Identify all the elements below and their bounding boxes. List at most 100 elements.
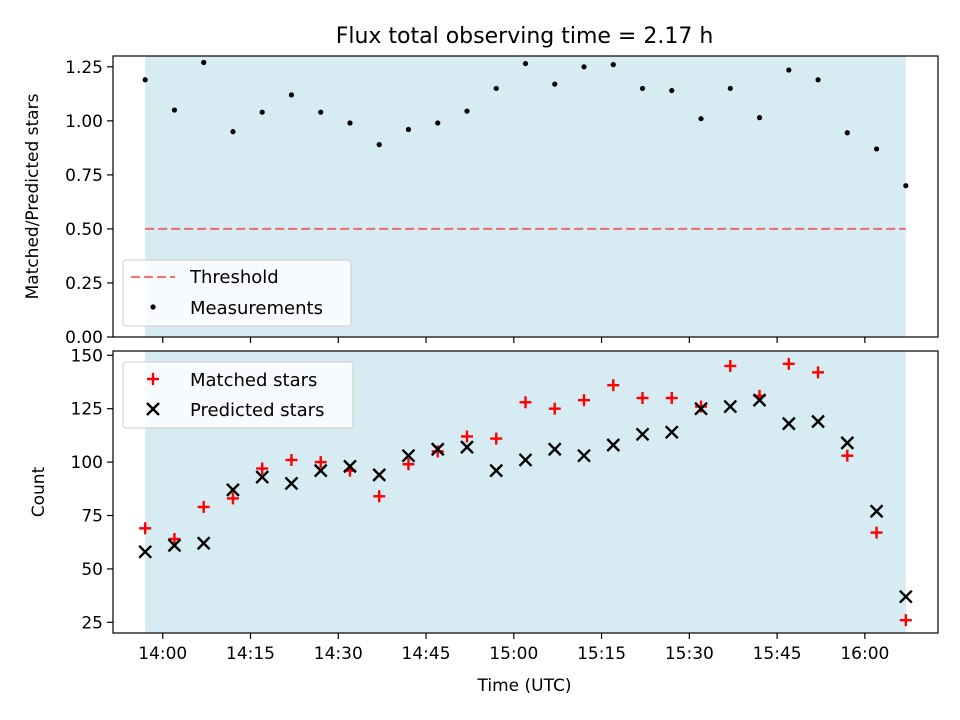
matched-stars-point xyxy=(402,458,415,471)
matched-stars-point xyxy=(899,614,912,627)
matched-stars-point xyxy=(168,533,181,545)
matched-stars-point xyxy=(197,500,210,513)
x-tick-label: 15:00 xyxy=(489,644,538,664)
measurement-point xyxy=(230,129,236,135)
matched-stars-point xyxy=(460,430,473,443)
matched-stars-point xyxy=(139,522,152,535)
matched-stars-point xyxy=(870,526,883,539)
x-axis-label: Time (UTC) xyxy=(477,676,572,696)
measurement-point xyxy=(552,81,558,87)
legend-measurements-swatch xyxy=(150,304,156,310)
legend-threshold-label: Threshold xyxy=(189,267,279,288)
measurement-point xyxy=(639,85,646,92)
x-tick-label: 14:15 xyxy=(226,644,275,664)
measurement-point xyxy=(347,120,353,126)
y-tick-label: 150 xyxy=(71,346,103,366)
legend-matched-swatch xyxy=(147,373,159,385)
count-legend: Matched stars Predicted stars xyxy=(122,361,354,429)
measurement-point xyxy=(493,85,499,92)
ratio-panel: 0.00 0.25 0.50 0.75 1.00 1.25 Matched/Predict… xyxy=(23,55,939,348)
y-tick-label: 0.75 xyxy=(65,166,103,186)
measurement-point xyxy=(464,108,470,114)
measurement-point xyxy=(522,60,529,67)
predicted-stars-point xyxy=(430,442,445,457)
measurement-point xyxy=(201,59,207,66)
measurement-point xyxy=(259,109,265,115)
matched-stars-point xyxy=(314,456,327,469)
predicted-stars-point xyxy=(196,536,211,551)
legend-matched-label: Matched stars xyxy=(190,370,317,391)
matched-stars-point xyxy=(841,449,854,462)
ratio-axes-frame xyxy=(112,55,939,338)
predicted-stars-point xyxy=(635,427,650,442)
measurement-point xyxy=(756,115,763,121)
predicted-stars-point xyxy=(664,425,679,440)
predicted-stars-point xyxy=(138,544,153,559)
measurement-point xyxy=(581,64,587,70)
measurement-point xyxy=(844,130,850,136)
predicted-stars-point xyxy=(869,504,884,519)
y-tick-label: 50 xyxy=(81,560,103,580)
measurement-point xyxy=(171,107,178,113)
x-tick-label: 15:30 xyxy=(665,644,714,664)
y-tick-label: 25 xyxy=(81,613,103,633)
measurement-point xyxy=(142,77,148,83)
count-y-axis-label: Count xyxy=(29,466,49,517)
predicted-stars-point xyxy=(781,416,796,431)
matched-stars-point xyxy=(285,453,298,466)
matched-stars-point xyxy=(548,402,561,415)
chart-title: Flux total observing time = 2.17 h xyxy=(336,24,714,49)
predicted-stars-point xyxy=(606,438,621,452)
predicted-stars-point xyxy=(723,399,738,414)
ratio-legend: Threshold Measurements xyxy=(122,259,352,327)
predicted-stars-point xyxy=(284,476,299,491)
measurement-point xyxy=(610,62,616,68)
x-tick-label: 16:00 xyxy=(840,644,889,664)
matched-stars-point xyxy=(578,394,591,407)
predicted-stars-point xyxy=(489,463,504,478)
measurement-point xyxy=(669,87,675,94)
x-tick-label: 14:45 xyxy=(402,644,451,664)
matched-stars-point xyxy=(256,462,269,475)
measurement-point xyxy=(786,67,792,73)
predicted-stars-point xyxy=(401,448,416,463)
y-tick-label: 1.25 xyxy=(65,58,103,78)
predicted-stars-point xyxy=(694,401,708,416)
measurement-point xyxy=(376,142,382,148)
predicted-stars-point xyxy=(372,468,387,482)
matched-stars-point xyxy=(519,396,532,409)
ratio-y-axis-label: Matched/Predicted stars xyxy=(23,93,43,299)
measurement-point xyxy=(405,126,412,133)
matched-stars-point xyxy=(607,379,620,392)
count-legend-box xyxy=(122,361,354,429)
predicted-stars-point xyxy=(313,463,328,478)
predicted-stars-point xyxy=(518,453,533,467)
matched-stars-point xyxy=(373,490,386,503)
y-tick-label: 75 xyxy=(81,507,103,527)
predicted-stars-point xyxy=(547,442,562,457)
measurement-point xyxy=(903,183,909,189)
x-tick-label: 14:00 xyxy=(138,644,187,664)
y-tick-label: 0.50 xyxy=(65,220,103,240)
matched-stars-point xyxy=(431,445,444,458)
predicted-stars-point xyxy=(460,440,474,454)
measurement-point xyxy=(288,92,295,98)
measurement-point xyxy=(435,120,441,126)
matched-stars-point xyxy=(226,492,239,505)
y-tick-label: 0.25 xyxy=(65,274,103,294)
matched-stars-point xyxy=(490,432,503,445)
legend-predicted-label: Predicted stars xyxy=(190,400,324,421)
ratio-legend-box xyxy=(122,259,352,327)
predicted-stars-point xyxy=(577,448,591,463)
count-panel: 25 50 75 100 125 150 14:00 14:15 14:30 14:45 15:0… xyxy=(29,346,939,696)
predicted-stars-point xyxy=(752,393,767,407)
x-tick-label: 15:45 xyxy=(753,644,802,664)
predicted-stars-point xyxy=(343,459,357,474)
legend-measurements-label: Measurements xyxy=(190,298,323,319)
y-tick-label: 100 xyxy=(71,453,103,473)
x-tick-label: 14:30 xyxy=(314,644,363,664)
legend-predicted-swatch xyxy=(146,402,160,416)
predicted-stars-point xyxy=(226,483,240,497)
measurement-point xyxy=(698,116,704,122)
